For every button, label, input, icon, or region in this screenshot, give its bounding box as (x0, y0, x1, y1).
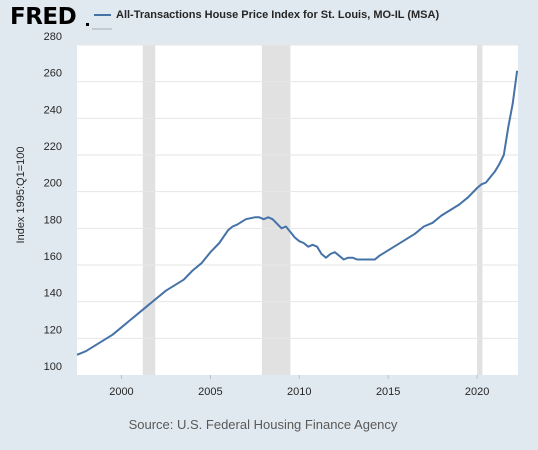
y-tick-label-100: 100 (44, 361, 62, 373)
series-line-0 (76, 70, 519, 356)
recession-bands (142, 45, 483, 375)
fred-logo[interactable]: FRED (10, 4, 77, 30)
fred-logo-dot (86, 23, 89, 26)
x-tick-label-2010: 2010 (287, 386, 311, 398)
source-note: Source: U.S. Federal Housing Finance Age… (128, 417, 398, 432)
recession-band-0 (142, 45, 156, 375)
recession-band-2 (477, 45, 483, 375)
x-tick-label-2005: 2005 (198, 386, 222, 398)
chart-header: FRED All-Transactions House Price Index … (0, 0, 538, 36)
y-tick-label-240: 240 (44, 104, 62, 116)
x-tick-label-2020: 2020 (465, 386, 489, 398)
y-tick-label-120: 120 (44, 324, 62, 336)
gridlines (77, 44, 518, 339)
y-tick-label-180: 180 (44, 214, 62, 226)
recession-band-1 (261, 45, 291, 375)
y-axis-ticks: 100 120 140 160 180 200 220 240 260 280 (44, 31, 62, 373)
x-axis-ticks: 2000 2005 2010 2015 2020 (109, 375, 489, 398)
fred-logo-underline (92, 28, 112, 30)
x-tick-label-2000: 2000 (109, 386, 133, 398)
y-tick-label-140: 140 (44, 288, 62, 300)
y-tick-label-160: 160 (44, 251, 62, 263)
y-tick-label-260: 260 (44, 68, 62, 80)
x-tick-label-2015: 2015 (376, 386, 400, 398)
series-layer (76, 70, 519, 356)
y-tick-label-200: 200 (44, 178, 62, 190)
chart-title: All-Transactions House Price Index for S… (116, 9, 440, 21)
y-tick-label-220: 220 (44, 141, 62, 153)
legend-swatch (94, 14, 111, 16)
y-tick-label-280: 280 (44, 31, 62, 43)
